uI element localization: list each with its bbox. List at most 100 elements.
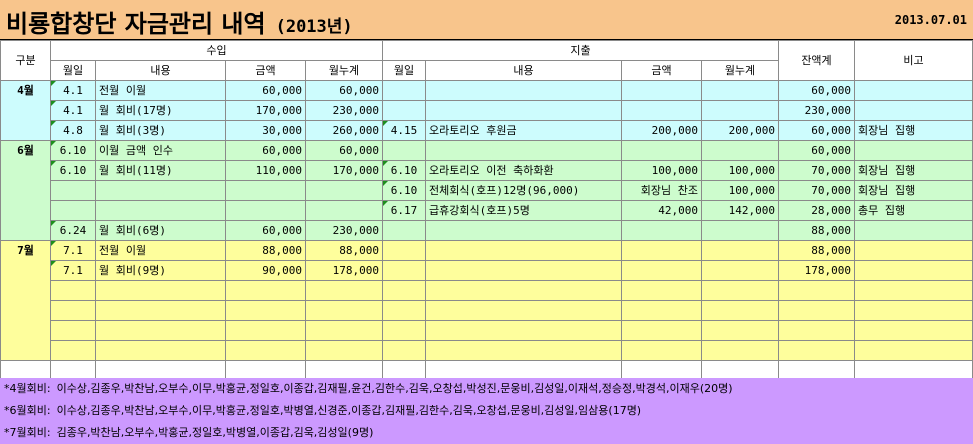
income-amount-cell[interactable] (225, 200, 306, 221)
income-date-cell[interactable]: 6.10 (50, 160, 96, 181)
income-content-cell[interactable] (95, 200, 226, 221)
remark-cell[interactable] (854, 140, 973, 161)
income-total-cell[interactable] (305, 280, 383, 301)
balance-cell[interactable]: 88,000 (778, 220, 855, 241)
expense-total-cell[interactable] (701, 260, 779, 281)
expense-total-cell[interactable]: 100,000 (701, 180, 779, 201)
empty-cell[interactable] (95, 360, 226, 381)
remark-cell[interactable]: 회장님 집행 (854, 180, 973, 201)
remark-cell[interactable] (854, 280, 973, 301)
income-total-cell[interactable] (305, 180, 383, 201)
income-amount-cell[interactable]: 88,000 (225, 240, 306, 261)
balance-cell[interactable]: 88,000 (778, 240, 855, 261)
expense-date-cell[interactable] (382, 100, 426, 121)
expense-content-cell[interactable]: 오라토리오 이전 축하화환 (425, 160, 622, 181)
expense-content-cell[interactable] (425, 100, 622, 121)
income-total-cell[interactable]: 60,000 (305, 140, 383, 161)
expense-content-cell[interactable] (425, 320, 622, 341)
income-amount-cell[interactable]: 60,000 (225, 220, 306, 241)
income-date-cell[interactable] (50, 340, 96, 361)
income-amount-cell[interactable] (225, 340, 306, 361)
income-content-cell[interactable]: 월 회비(17명) (95, 100, 226, 121)
expense-content-cell[interactable]: 전체회식(호프)12명(96,000) (425, 180, 622, 201)
expense-total-cell[interactable]: 142,000 (701, 200, 779, 221)
income-total-cell[interactable] (305, 200, 383, 221)
balance-cell[interactable]: 28,000 (778, 200, 855, 221)
balance-cell[interactable] (778, 320, 855, 341)
balance-cell[interactable]: 60,000 (778, 80, 855, 101)
income-content-cell[interactable]: 월 회비(11명) (95, 160, 226, 181)
expense-content-cell[interactable] (425, 240, 622, 261)
income-content-cell[interactable]: 월 회비(9명) (95, 260, 226, 281)
expense-total-cell[interactable] (701, 340, 779, 361)
income-date-cell[interactable] (50, 200, 96, 221)
balance-cell[interactable]: 70,000 (778, 160, 855, 181)
expense-total-cell[interactable] (701, 220, 779, 241)
expense-total-cell[interactable] (701, 140, 779, 161)
empty-cell[interactable] (0, 360, 51, 381)
balance-cell[interactable] (778, 280, 855, 301)
income-total-cell[interactable]: 260,000 (305, 120, 383, 141)
income-amount-cell[interactable] (225, 180, 306, 201)
income-amount-cell[interactable] (225, 320, 306, 341)
expense-amount-cell[interactable]: 회장님 찬조 (621, 180, 702, 201)
balance-cell[interactable] (778, 340, 855, 361)
remark-cell[interactable]: 회장님 집행 (854, 160, 973, 181)
expense-date-cell[interactable] (382, 300, 426, 321)
remark-cell[interactable]: 회장님 집행 (854, 120, 973, 141)
income-date-cell[interactable]: 4.1 (50, 80, 96, 101)
expense-date-cell[interactable]: 6.17 (382, 200, 426, 221)
income-content-cell[interactable] (95, 180, 226, 201)
month-label[interactable]: 6월 (0, 140, 51, 241)
income-total-cell[interactable]: 230,000 (305, 220, 383, 241)
remark-cell[interactable] (854, 260, 973, 281)
expense-content-cell[interactable] (425, 140, 622, 161)
income-amount-cell[interactable] (225, 280, 306, 301)
income-date-cell[interactable] (50, 280, 96, 301)
income-date-cell[interactable] (50, 180, 96, 201)
empty-cell[interactable] (225, 360, 306, 381)
income-content-cell[interactable] (95, 300, 226, 321)
income-total-cell[interactable]: 178,000 (305, 260, 383, 281)
income-amount-cell[interactable]: 170,000 (225, 100, 306, 121)
expense-content-cell[interactable] (425, 340, 622, 361)
expense-date-cell[interactable] (382, 280, 426, 301)
expense-content-cell[interactable]: 급휴강회식(호프)5명 (425, 200, 622, 221)
income-amount-cell[interactable]: 60,000 (225, 140, 306, 161)
expense-total-cell[interactable] (701, 280, 779, 301)
remark-cell[interactable] (854, 100, 973, 121)
expense-date-cell[interactable] (382, 240, 426, 261)
expense-amount-cell[interactable] (621, 340, 702, 361)
expense-amount-cell[interactable]: 42,000 (621, 200, 702, 221)
income-date-cell[interactable]: 7.1 (50, 260, 96, 281)
income-date-cell[interactable]: 4.8 (50, 120, 96, 141)
income-amount-cell[interactable]: 30,000 (225, 120, 306, 141)
expense-date-cell[interactable]: 6.10 (382, 160, 426, 181)
expense-amount-cell[interactable] (621, 80, 702, 101)
expense-amount-cell[interactable] (621, 300, 702, 321)
income-content-cell[interactable]: 월 회비(6명) (95, 220, 226, 241)
expense-date-cell[interactable]: 4.15 (382, 120, 426, 141)
income-amount-cell[interactable] (225, 300, 306, 321)
income-date-cell[interactable]: 6.10 (50, 140, 96, 161)
expense-date-cell[interactable]: 6.10 (382, 180, 426, 201)
remark-cell[interactable] (854, 340, 973, 361)
income-date-cell[interactable]: 7.1 (50, 240, 96, 261)
income-total-cell[interactable]: 88,000 (305, 240, 383, 261)
expense-total-cell[interactable] (701, 300, 779, 321)
month-label[interactable]: 4월 (0, 80, 51, 141)
remark-cell[interactable] (854, 300, 973, 321)
income-amount-cell[interactable]: 110,000 (225, 160, 306, 181)
income-content-cell[interactable] (95, 320, 226, 341)
expense-content-cell[interactable] (425, 280, 622, 301)
empty-cell[interactable] (425, 360, 622, 381)
expense-total-cell[interactable]: 100,000 (701, 160, 779, 181)
income-content-cell[interactable]: 월 회비(3명) (95, 120, 226, 141)
income-total-cell[interactable]: 60,000 (305, 80, 383, 101)
expense-total-cell[interactable] (701, 240, 779, 261)
income-amount-cell[interactable]: 60,000 (225, 80, 306, 101)
expense-total-cell[interactable] (701, 80, 779, 101)
income-content-cell[interactable]: 전월 이월 (95, 80, 226, 101)
expense-date-cell[interactable] (382, 140, 426, 161)
income-content-cell[interactable] (95, 280, 226, 301)
